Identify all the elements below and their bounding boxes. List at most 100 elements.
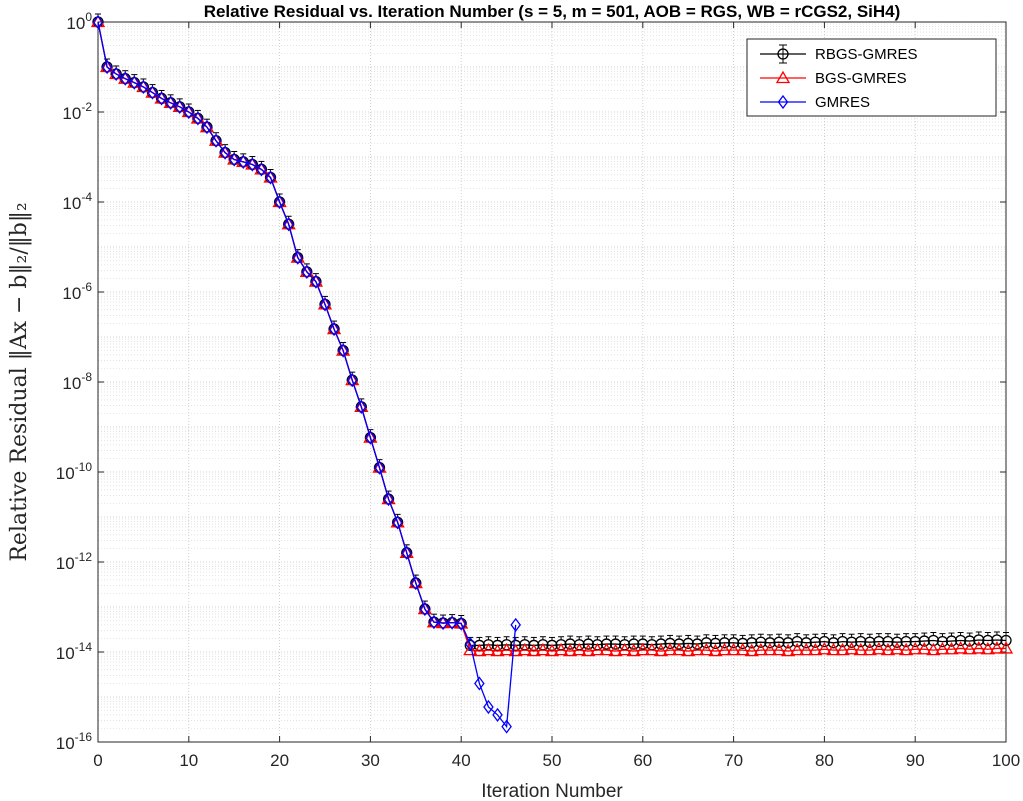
data-point xyxy=(265,170,276,185)
data-point xyxy=(483,699,494,715)
data-point xyxy=(154,91,169,104)
data-point xyxy=(174,99,186,114)
x-tick-label: 30 xyxy=(361,751,380,770)
data-point xyxy=(780,643,796,657)
data-point xyxy=(263,170,278,183)
data-point xyxy=(853,642,868,656)
data-point xyxy=(109,66,124,80)
data-point xyxy=(417,601,433,615)
x-tick-label: 80 xyxy=(815,751,834,770)
series-diamond xyxy=(92,14,521,734)
data-point xyxy=(690,642,705,656)
data-point xyxy=(726,642,741,656)
data-point xyxy=(501,719,512,734)
x-tick-label: 60 xyxy=(633,751,652,770)
data-point xyxy=(446,615,458,630)
data-point xyxy=(147,85,158,100)
data-point xyxy=(337,343,349,358)
data-point xyxy=(526,643,541,657)
data-point xyxy=(989,641,1005,654)
data-point xyxy=(392,515,403,530)
data-point xyxy=(336,343,351,356)
data-point xyxy=(283,217,294,232)
x-tick-label: 20 xyxy=(270,751,289,770)
data-point xyxy=(319,297,331,312)
data-point xyxy=(753,642,768,656)
data-point xyxy=(544,643,560,657)
data-point xyxy=(908,641,923,655)
data-point xyxy=(510,617,521,632)
data-point xyxy=(281,216,296,230)
data-point xyxy=(474,676,485,691)
x-axis: 0 10 20 30 40 50 60 70 80 90 100 xyxy=(93,22,1020,770)
data-point xyxy=(464,636,476,652)
data-point xyxy=(208,133,224,146)
data-point xyxy=(363,430,378,443)
data-point xyxy=(590,642,605,656)
data-point xyxy=(419,601,431,617)
data-point xyxy=(247,157,258,172)
legend-entry: BGS-GMRES xyxy=(760,70,907,87)
data-point xyxy=(390,515,405,528)
data-point xyxy=(199,119,215,133)
data-point xyxy=(599,642,614,656)
legend-marker xyxy=(777,94,789,110)
data-point xyxy=(563,643,578,657)
legend-marker xyxy=(775,70,791,84)
data-point xyxy=(644,642,660,656)
data-point xyxy=(328,321,340,337)
data-point xyxy=(492,707,503,722)
data-point xyxy=(183,104,195,120)
x-tick-label: 50 xyxy=(543,751,562,770)
data-point xyxy=(962,641,977,655)
data-point xyxy=(926,642,941,656)
data-point xyxy=(980,641,995,655)
data-point xyxy=(383,492,394,507)
data-point xyxy=(181,104,196,118)
data-point xyxy=(808,642,823,656)
x-tick-label: 100 xyxy=(992,751,1020,770)
y-tick-label: 100 xyxy=(66,10,92,33)
data-point xyxy=(110,66,122,82)
data-point xyxy=(490,643,505,657)
y-tick-label: 10-16 xyxy=(56,730,93,753)
data-point xyxy=(99,59,115,73)
data-point xyxy=(481,642,496,656)
data-point xyxy=(317,297,333,310)
data-point xyxy=(898,642,914,656)
data-point xyxy=(256,162,267,177)
data-point xyxy=(871,641,887,655)
data-point xyxy=(799,642,814,656)
data-point xyxy=(165,95,176,110)
y-tick-label: 10-8 xyxy=(62,370,92,393)
data-point xyxy=(354,399,369,413)
data-point xyxy=(699,642,714,656)
x-axis-label: Iteration Number xyxy=(481,781,623,801)
data-point xyxy=(744,643,759,657)
y-axis-label: Relative Residual ‖Ax − b‖₂/‖b‖₂ xyxy=(7,202,32,561)
data-point xyxy=(437,615,449,631)
data-point xyxy=(681,643,696,657)
y-tick-label: 10-14 xyxy=(56,640,93,663)
data-point xyxy=(917,641,932,655)
data-point xyxy=(401,545,413,560)
data-point xyxy=(138,79,149,95)
data-point xyxy=(272,194,287,208)
data-point xyxy=(190,111,206,124)
data-point xyxy=(572,642,587,656)
legend-entry: RBGS-GMRES xyxy=(760,44,918,64)
data-point xyxy=(129,75,140,90)
data-point xyxy=(998,641,1014,654)
data-point xyxy=(635,642,650,656)
data-point xyxy=(237,154,249,169)
data-point xyxy=(145,85,160,98)
x-tick-label: 40 xyxy=(452,751,471,770)
data-point xyxy=(299,264,314,278)
data-point xyxy=(346,373,358,388)
data-point xyxy=(156,91,167,106)
data-point xyxy=(817,641,832,655)
data-point xyxy=(119,71,131,86)
data-point xyxy=(228,152,240,167)
data-point xyxy=(455,616,467,631)
data-point xyxy=(653,643,669,657)
